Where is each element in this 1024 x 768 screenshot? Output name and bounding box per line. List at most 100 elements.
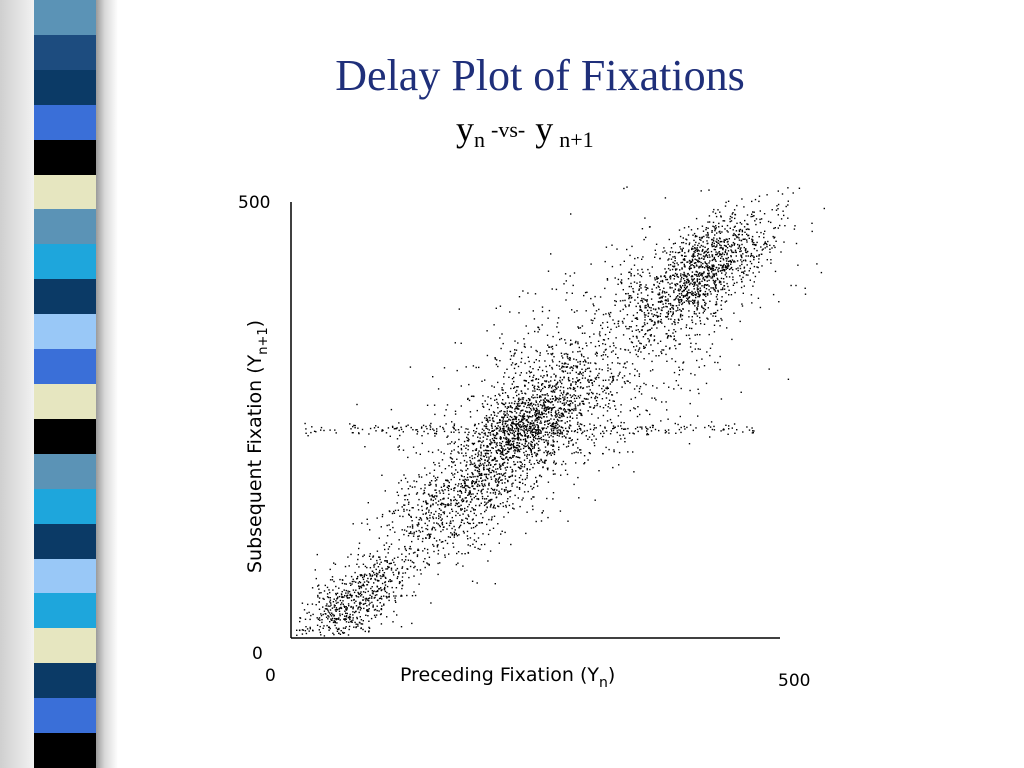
scatter-point — [515, 418, 517, 420]
scatter-point — [379, 569, 381, 572]
scatter-point — [609, 418, 612, 421]
scatter-point — [381, 567, 383, 569]
scatter-point — [691, 258, 694, 261]
scatter-point — [546, 420, 548, 423]
scatter-point — [752, 272, 754, 274]
scatter-point — [593, 317, 596, 320]
scatter-point — [679, 302, 681, 304]
scatter-point — [766, 246, 768, 248]
scatter-point — [390, 543, 393, 545]
scatter-point — [698, 250, 700, 252]
scatter-point — [540, 389, 543, 391]
scatter-point — [500, 437, 502, 440]
scatter-point — [724, 251, 727, 254]
scatter-point — [669, 276, 671, 278]
scatter-point — [602, 313, 605, 316]
scatter-point — [715, 245, 718, 248]
scatter-point — [419, 453, 421, 455]
scatter-point — [666, 316, 668, 318]
scatter-point — [729, 218, 731, 220]
scatter-point — [453, 499, 455, 502]
scatter-point — [455, 510, 457, 513]
scatter-point — [648, 312, 650, 314]
scatter-point — [467, 433, 469, 436]
scatter-point — [706, 276, 708, 279]
scatter-point — [487, 450, 490, 452]
scatter-point — [574, 342, 577, 344]
scatter-point — [518, 481, 521, 483]
scatter-point — [348, 597, 351, 599]
scatter-point — [693, 239, 695, 242]
scatter-point — [573, 483, 575, 486]
scatter-point — [697, 300, 699, 302]
scatter-point — [688, 296, 691, 298]
scatter-point — [444, 539, 447, 542]
scatter-point — [428, 520, 430, 522]
scatter-point — [596, 355, 598, 357]
scatter-point — [551, 395, 553, 397]
scatter-point — [633, 274, 636, 277]
scatter-point — [518, 450, 521, 453]
scatter-point — [436, 546, 439, 548]
scatter-point — [699, 287, 701, 289]
scatter-point — [699, 316, 701, 319]
scatter-point — [407, 526, 409, 528]
scatter-point — [496, 452, 498, 454]
scatter-point — [556, 434, 559, 436]
scatter-point — [561, 413, 564, 416]
scatter-point — [463, 522, 465, 525]
scatter-point — [559, 394, 561, 397]
scatter-point — [602, 379, 604, 382]
scatter-point — [435, 502, 437, 504]
scatter-point — [601, 398, 604, 400]
scatter-point — [530, 449, 532, 451]
scatter-point — [634, 374, 636, 377]
scatter-point — [556, 422, 558, 424]
scatter-point — [409, 532, 411, 534]
scatter-point — [488, 482, 490, 484]
scatter-point — [359, 574, 361, 576]
scatter-point — [700, 261, 702, 264]
scatter-point — [544, 397, 546, 399]
scatter-point — [716, 320, 718, 322]
scatter-point — [591, 382, 593, 384]
scatter-point — [394, 509, 397, 512]
scatter-point — [590, 342, 592, 344]
scatter-point — [437, 549, 440, 552]
scatter-point — [555, 422, 557, 425]
scatter-point — [563, 415, 565, 417]
scatter-point — [522, 290, 524, 292]
scatter-point — [697, 302, 700, 304]
scatter-point — [707, 284, 709, 286]
scatter-point — [722, 278, 725, 280]
scatter-point — [476, 409, 478, 412]
scatter-point — [518, 421, 520, 424]
scatter-point — [479, 446, 482, 448]
scatter-point — [596, 396, 599, 399]
scatter-point — [555, 410, 557, 412]
scatter-point — [526, 415, 529, 417]
scatter-point — [367, 610, 370, 612]
scatter-point — [537, 431, 539, 434]
scatter-point — [444, 468, 447, 470]
scatter-point — [361, 593, 363, 596]
scatter-point — [609, 391, 612, 393]
scatter-point — [472, 463, 474, 465]
scatter-point — [674, 321, 676, 324]
scatter-point — [502, 448, 504, 450]
scatter-point — [437, 504, 439, 506]
scatter-point — [534, 419, 537, 421]
scatter-point — [485, 503, 487, 505]
scatter-point — [513, 402, 516, 405]
scatter-point — [575, 366, 578, 368]
scatter-point — [507, 432, 509, 435]
scatter-point — [697, 288, 699, 291]
scatter-point — [387, 566, 389, 569]
scatter-point — [680, 387, 682, 390]
scatter-point — [401, 566, 404, 568]
scatter-point — [483, 449, 485, 452]
scatter-point — [538, 409, 540, 412]
scatter-point — [556, 326, 558, 328]
scatter-point — [682, 362, 684, 364]
scatter-point — [490, 478, 493, 480]
